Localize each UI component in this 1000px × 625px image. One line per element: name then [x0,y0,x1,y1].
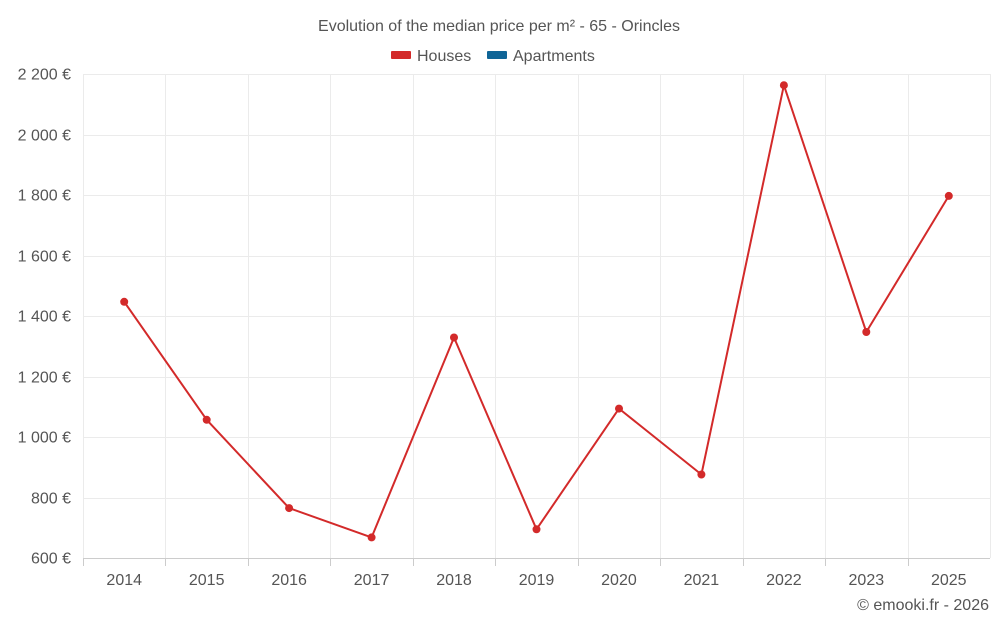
data-point-houses[interactable] [862,328,871,336]
y-tick-label: 1 400 € [18,309,71,326]
y-tick-label: 2 200 € [18,67,71,84]
y-tick-label: 1 800 € [18,188,71,205]
credit-text: © emooki.fr - 2026 [857,597,989,614]
x-gridlines [83,74,991,558]
x-tick-label: 2017 [354,572,390,589]
x-tick-label: 2015 [189,572,225,589]
data-point-houses[interactable] [285,504,294,513]
data-point-houses[interactable] [532,525,541,534]
y-tick-label: 600 € [31,551,71,568]
x-tick-label: 2019 [519,572,555,589]
x-tick-label: 2020 [601,572,637,589]
data-point-houses[interactable] [450,333,458,342]
data-point-houses[interactable] [120,297,129,306]
legend-item-houses[interactable]: Houses [391,48,471,65]
x-tick-label: 2022 [766,572,802,589]
x-tick-label: 2023 [849,572,885,589]
y-tick-label: 800 € [31,491,71,508]
legend-swatch-apartments [487,51,507,59]
data-point-houses[interactable] [697,470,706,479]
legend-swatch-houses [391,51,411,59]
data-point-houses[interactable] [367,533,376,542]
legend-item-apartments[interactable]: Apartments [487,48,595,65]
x-tick-label: 2014 [106,572,142,589]
x-tick-label: 2021 [684,572,720,589]
x-tick-label: 2025 [931,572,967,589]
chart-title: Evolution of the median price per m² - 6… [318,18,680,35]
y-tick-label: 2 000 € [18,128,71,145]
legend-label-apartments: Apartments [513,48,595,65]
x-axis-labels: 2014 2015 2016 2017 2018 2019 2020 2021 2022 2023… [106,572,966,589]
data-point-houses[interactable] [779,81,788,90]
y-tick-label: 1 200 € [18,370,71,387]
y-tick-label: 1 000 € [18,430,71,447]
data-point-houses[interactable] [944,191,953,200]
x-axis-ticks [83,558,909,566]
data-point-houses[interactable] [615,404,623,413]
x-tick-label: 2018 [436,572,472,589]
y-tick-label: 1 600 € [18,249,71,266]
legend: Houses Apartments [391,48,595,65]
series-points [120,81,953,542]
legend-label-houses: Houses [417,48,471,65]
y-gridlines [83,74,990,559]
y-axis-labels: 600 € 800 € 1 000 € 1 200 € 1 400 € 1 600 € 1 … [18,67,71,568]
x-tick-label: 2016 [271,572,307,589]
data-point-houses[interactable] [202,415,211,424]
